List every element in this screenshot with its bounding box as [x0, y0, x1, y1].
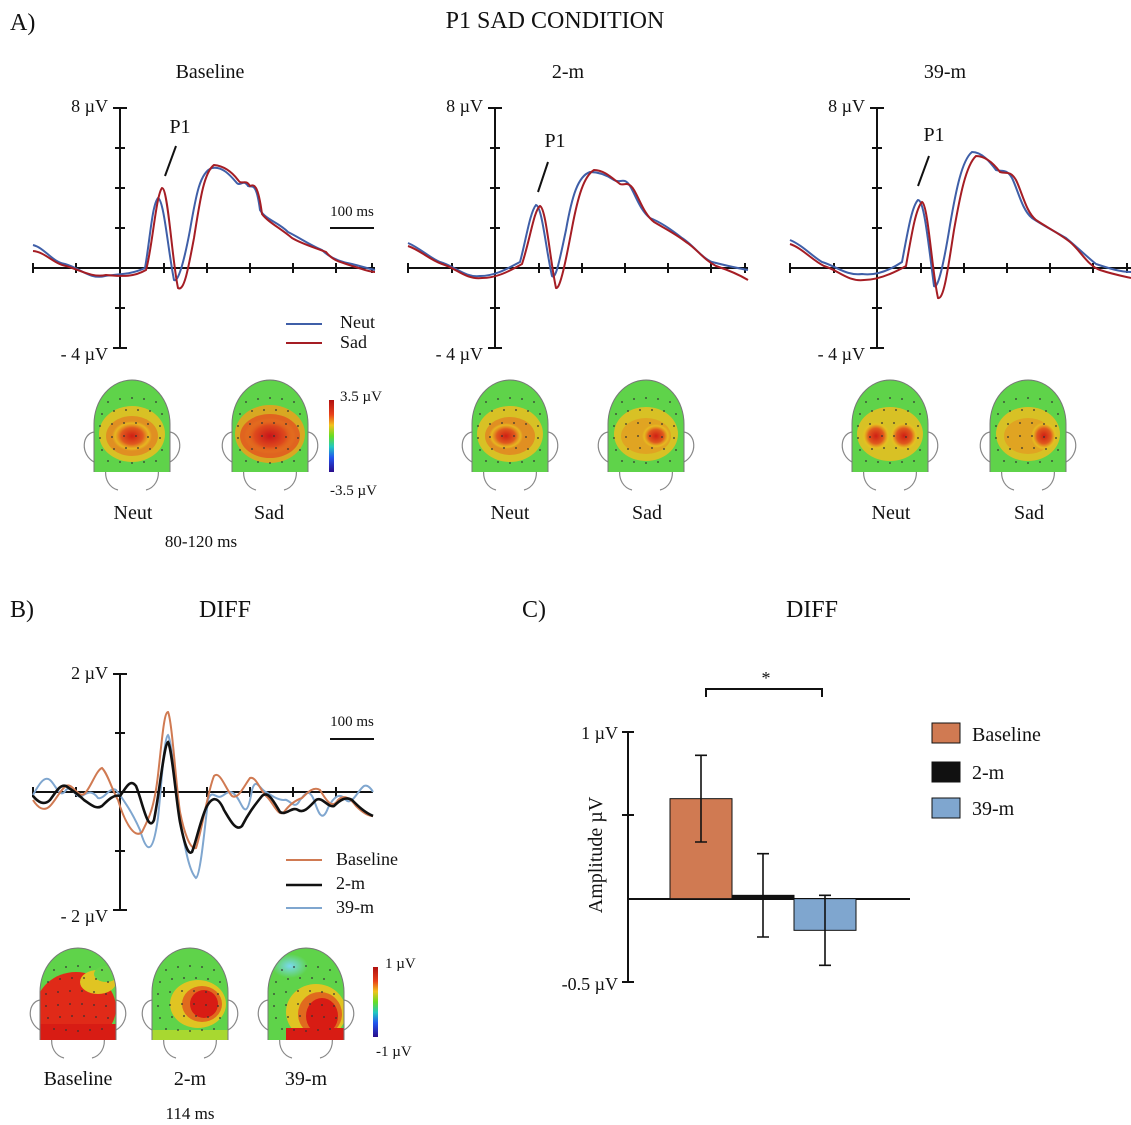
- colorbar-a-min: -3.5 µV: [330, 483, 377, 499]
- legend-label-sad: Sad: [340, 332, 367, 352]
- waveform-sad-2m: [407, 168, 749, 290]
- diff-topomap-39m: [257, 947, 355, 1059]
- ymin-label-baseline: - 4 µV: [61, 344, 108, 364]
- waveform-neut-baseline: [32, 166, 376, 282]
- topomap-39m-neut: [841, 379, 939, 491]
- colorbar-b-max: 1 µV: [385, 956, 416, 972]
- topomap-baseline-sad: [221, 379, 319, 491]
- bar-axes: [622, 731, 910, 983]
- diff-wave-2m: [32, 740, 374, 854]
- legend-label-neut: Neut: [340, 312, 375, 332]
- colorbar-a: [329, 400, 334, 472]
- bar-legend-swatch-baseline: [931, 722, 961, 744]
- bar-legend-label-2m: 2-m: [972, 762, 1005, 784]
- panel-b-letter: B): [10, 597, 34, 623]
- diff-legend-label-baseline: Baseline: [336, 849, 398, 869]
- erp-axes-2m: [407, 107, 748, 349]
- colorbar-b-min: -1 µV: [376, 1044, 412, 1060]
- panel-c-title: DIFF: [786, 597, 838, 623]
- subplot-title-2m: 2-m: [552, 61, 585, 83]
- p1-label-39m: P1: [923, 124, 944, 146]
- subplot-title-baseline: Baseline: [176, 61, 245, 83]
- panel-b-title: DIFF: [199, 597, 251, 623]
- diff-legend-label-39m: 39-m: [336, 897, 374, 917]
- p1-pointer-2m: [537, 161, 549, 193]
- panel-a-letter: A): [10, 10, 35, 36]
- bar-legend-label-baseline: Baseline: [972, 724, 1041, 746]
- diff-legend-label-2m: 2-m: [336, 873, 365, 893]
- error-bar-2m: [757, 852, 769, 938]
- bar-ymin-label: -0.5 µV: [562, 974, 618, 994]
- time-window-label: 80-120 ms: [165, 532, 237, 551]
- panel-c-letter: C): [522, 597, 546, 623]
- p1-pointer-baseline: [164, 145, 177, 177]
- diff-wave-baseline: [32, 710, 374, 850]
- ymin-label-39m: - 4 µV: [818, 344, 865, 364]
- diff-ymin-label: - 2 µV: [61, 906, 108, 926]
- topo-label-baseline-neut: Neut: [114, 502, 153, 524]
- waveform-sad-39m: [789, 154, 1131, 299]
- diff-time-label: 114 ms: [166, 1104, 215, 1123]
- diff-topo-label-baseline: Baseline: [44, 1068, 113, 1090]
- colorbar-b: [373, 967, 378, 1037]
- bar-ylabel: Amplitude µV: [585, 796, 607, 913]
- scale-label-baseline: 100 ms: [330, 204, 374, 220]
- topo-label-2m-neut: Neut: [491, 502, 530, 524]
- topo-label-2m-sad: Sad: [632, 502, 662, 524]
- topo-label-39m-sad: Sad: [1014, 502, 1044, 524]
- waveform-neut-2m: [407, 170, 749, 278]
- p1-label-baseline: P1: [169, 116, 190, 138]
- ymin-label-2m: - 4 µV: [436, 344, 483, 364]
- diff-ymax-label: 2 µV: [71, 663, 108, 683]
- subplot-title-39m: 39-m: [924, 61, 967, 83]
- diff-scale-label: 100 ms: [330, 714, 374, 730]
- bar-legend-label-39m: 39-m: [972, 798, 1015, 820]
- diff-topo-label-39m: 39-m: [285, 1068, 328, 1090]
- erp-axes-39m: [789, 107, 1131, 349]
- topo-label-baseline-sad: Sad: [254, 502, 284, 524]
- ymax-label-2m: 8 µV: [446, 96, 483, 116]
- ymax-label-39m: 8 µV: [828, 96, 865, 116]
- bar-series: [669, 754, 857, 967]
- p1-pointer-39m: [917, 155, 930, 187]
- error-bar-39m: [819, 894, 831, 967]
- bar-legend-swatch-2m: [931, 761, 961, 783]
- bar-ymax-label: 1 µV: [581, 723, 618, 743]
- ymax-label-baseline: 8 µV: [71, 96, 108, 116]
- topomap-2m-neut: [461, 379, 559, 491]
- panel-a-title: P1 SAD CONDITION: [446, 8, 665, 34]
- topomap-2m-sad: [597, 379, 695, 491]
- waveform-neut-39m: [789, 150, 1131, 288]
- diff-topo-label-2m: 2-m: [174, 1068, 207, 1090]
- waveform-sad-baseline: [32, 163, 376, 290]
- diff-topomap-baseline: [29, 947, 127, 1059]
- significance-star: *: [762, 668, 771, 688]
- significance-bracket: [705, 688, 823, 697]
- diff-topomap-2m: [141, 947, 239, 1059]
- diff-wave-39m: [32, 733, 374, 880]
- topomap-39m-sad: [979, 379, 1077, 491]
- p1-label-2m: P1: [544, 130, 565, 152]
- colorbar-a-max: 3.5 µV: [340, 389, 382, 405]
- erp-axes-baseline: [32, 107, 375, 349]
- topomap-baseline-neut: [83, 379, 181, 491]
- error-bar-baseline: [695, 754, 707, 843]
- bar-legend-swatch-39m: [931, 797, 961, 819]
- topo-label-39m-neut: Neut: [872, 502, 911, 524]
